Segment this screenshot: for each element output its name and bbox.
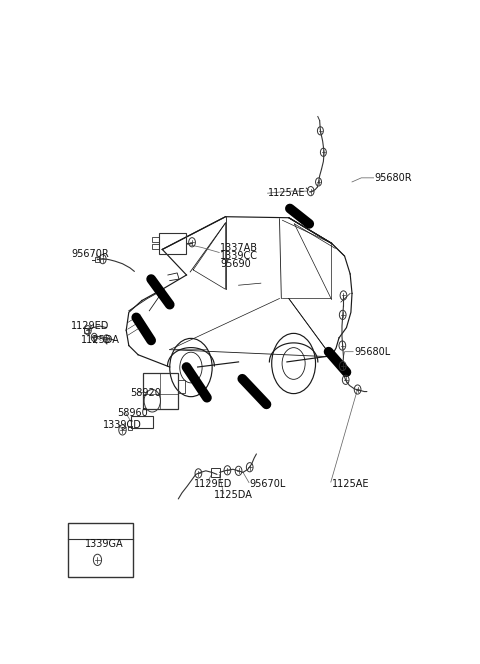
Text: 95670L: 95670L xyxy=(250,479,286,489)
Text: 95680R: 95680R xyxy=(374,173,412,183)
Text: 1337AB: 1337AB xyxy=(220,244,258,254)
Text: 1339GA: 1339GA xyxy=(85,539,124,549)
Text: 1125AE: 1125AE xyxy=(332,479,369,489)
Text: 1125DA: 1125DA xyxy=(215,490,253,500)
Text: 1339CC: 1339CC xyxy=(220,251,258,261)
Bar xyxy=(128,426,132,430)
Text: 95680L: 95680L xyxy=(354,347,390,357)
Bar xyxy=(68,523,133,576)
Bar xyxy=(132,416,153,428)
Text: 58960: 58960 xyxy=(118,408,148,418)
Bar xyxy=(158,233,186,254)
Text: 1129ED: 1129ED xyxy=(71,321,109,331)
Bar xyxy=(143,373,178,410)
Bar xyxy=(211,468,219,477)
Text: 95670R: 95670R xyxy=(71,248,109,258)
Bar xyxy=(152,237,159,242)
Bar xyxy=(178,380,185,392)
Bar xyxy=(152,244,159,250)
Text: 1129ED: 1129ED xyxy=(194,479,232,489)
Text: 1339CD: 1339CD xyxy=(103,420,142,430)
Text: 95690: 95690 xyxy=(220,259,251,269)
Text: 1125AE: 1125AE xyxy=(268,188,306,198)
Bar xyxy=(84,327,89,333)
Text: 1125DA: 1125DA xyxy=(81,335,120,345)
Bar xyxy=(95,257,100,262)
Text: 58920: 58920 xyxy=(131,388,162,398)
